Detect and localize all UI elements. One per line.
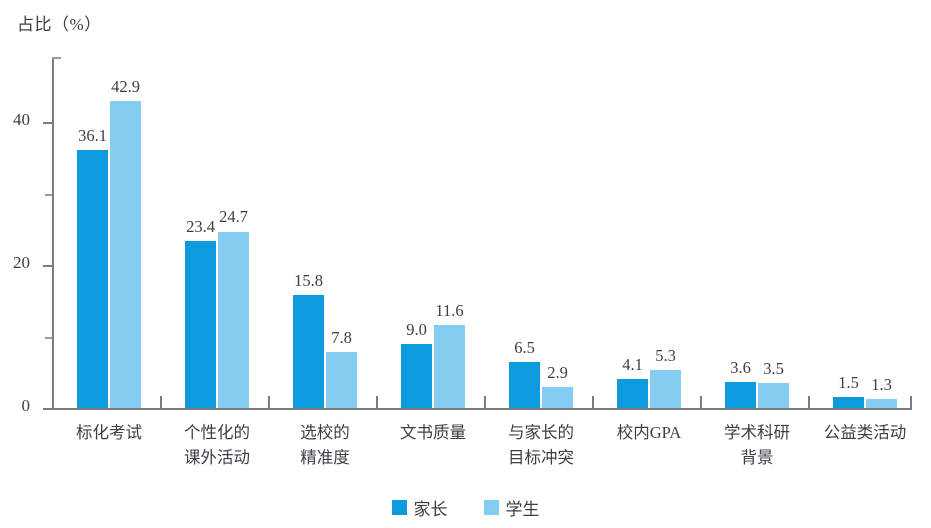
x-category-label-6: 学术科研 背景 — [724, 420, 790, 470]
bar-student-5 — [650, 370, 681, 408]
x-category-label-7: 公益类活动 — [824, 420, 907, 445]
y-tick-10 — [45, 336, 52, 339]
bar-value-label-parent-4: 6.5 — [514, 337, 535, 357]
bar-value-label-parent-1: 23.4 — [186, 216, 215, 236]
bar-parent-6 — [725, 382, 756, 408]
bar-parent-2 — [293, 295, 324, 408]
legend-swatch-icon-0 — [391, 500, 407, 515]
x-category-label-line: 公益类活动 — [823, 423, 907, 442]
bar-value-label-student-2: 7.8 — [331, 328, 352, 348]
bar-parent-7 — [833, 397, 864, 408]
x-tick-1 — [160, 396, 162, 410]
bar-parent-0 — [77, 150, 108, 408]
bar-value-label-student-5: 5.3 — [655, 346, 676, 366]
bar-student-6 — [758, 383, 789, 408]
chart-legend: 家长 学生 — [0, 495, 931, 520]
x-category-label-line: 个性化的 — [184, 423, 250, 442]
x-tick-5 — [592, 396, 594, 410]
bar-value-label-student-0: 42.9 — [111, 77, 140, 97]
x-category-label-line: 校内GPA — [616, 423, 682, 442]
plot-area: 0 20 40 36.1 42.9 23.4 24.7 15.8 7.8 9.0 11.6 6.5 2… — [13, 57, 912, 415]
bar-student-4 — [542, 387, 573, 408]
legend-item-0[interactable]: 家长 — [391, 495, 448, 520]
x-category-label-1: 个性化的 课外活动 — [184, 420, 250, 470]
x-tick-2 — [268, 396, 270, 410]
legend-label-0: 家长 — [413, 500, 448, 519]
bar-student-3 — [434, 325, 465, 408]
y-axis-title: 占比（%） — [17, 15, 102, 34]
x-tick-0 — [52, 396, 54, 410]
bar-value-label-parent-0: 36.1 — [78, 126, 107, 146]
y-tick-label-20: 20 — [13, 253, 30, 273]
bar-value-label-parent-2: 15.8 — [294, 271, 323, 291]
x-category-label-line: 与家长的 — [508, 423, 574, 442]
y-axis-line — [52, 57, 54, 410]
bar-parent-4 — [509, 361, 540, 408]
y-axis-top-cap — [52, 57, 61, 59]
bar-value-label-parent-6: 3.6 — [730, 358, 751, 378]
bar-student-7 — [866, 398, 897, 408]
y-tick-20: 20 — [13, 253, 52, 272]
x-tick-7 — [808, 396, 810, 410]
bar-value-label-student-1: 24.7 — [219, 207, 248, 227]
bar-value-label-student-6: 3.5 — [763, 358, 784, 378]
bar-value-label-parent-5: 4.1 — [622, 354, 643, 374]
x-tick-4 — [484, 396, 486, 410]
x-category-label-4: 与家长的 目标冲突 — [508, 420, 574, 470]
y-tick-40: 40 — [13, 110, 52, 129]
y-tick-0: 0 — [22, 396, 52, 415]
x-category-label-line: 文书质量 — [400, 423, 466, 442]
bar-value-label-student-3: 11.6 — [435, 301, 464, 321]
x-axis-line — [52, 408, 912, 410]
bar-parent-1 — [185, 240, 216, 408]
x-category-label-line: 学术科研 — [724, 423, 790, 442]
bar-value-label-student-7: 1.3 — [871, 374, 892, 394]
x-tick-8 — [910, 396, 912, 410]
x-category-label-5: 校内GPA — [617, 420, 682, 445]
y-tick-30 — [45, 193, 52, 196]
bar-student-2 — [326, 352, 357, 408]
bar-value-label-parent-3: 9.0 — [406, 319, 427, 339]
x-category-label-line: 选校的 — [300, 423, 350, 442]
y-tick-label-40: 40 — [13, 110, 30, 130]
x-category-label-line: 背景 — [740, 448, 774, 467]
x-category-label-line: 标化考试 — [76, 423, 142, 442]
x-category-label-line: 精准度 — [300, 448, 350, 467]
bar-parent-3 — [401, 343, 432, 408]
legend-item-1[interactable]: 学生 — [483, 495, 540, 520]
x-category-label-line: 目标冲突 — [508, 448, 574, 467]
bar-student-1 — [218, 231, 249, 408]
y-tick-label-0: 0 — [21, 396, 31, 415]
bar-value-label-student-4: 2.9 — [547, 363, 568, 383]
bar-value-label-parent-7: 1.5 — [838, 373, 859, 393]
x-category-label-3: 文书质量 — [400, 420, 466, 445]
legend-swatch-icon-1 — [483, 500, 499, 515]
x-category-label-line: 课外活动 — [184, 448, 250, 467]
x-tick-6 — [700, 396, 702, 410]
bar-parent-5 — [617, 378, 648, 408]
x-tick-3 — [376, 396, 378, 410]
x-category-label-2: 选校的 精准度 — [300, 420, 350, 470]
x-category-label-0: 标化考试 — [76, 420, 142, 445]
bar-student-0 — [110, 101, 141, 408]
legend-label-1: 学生 — [505, 500, 540, 519]
